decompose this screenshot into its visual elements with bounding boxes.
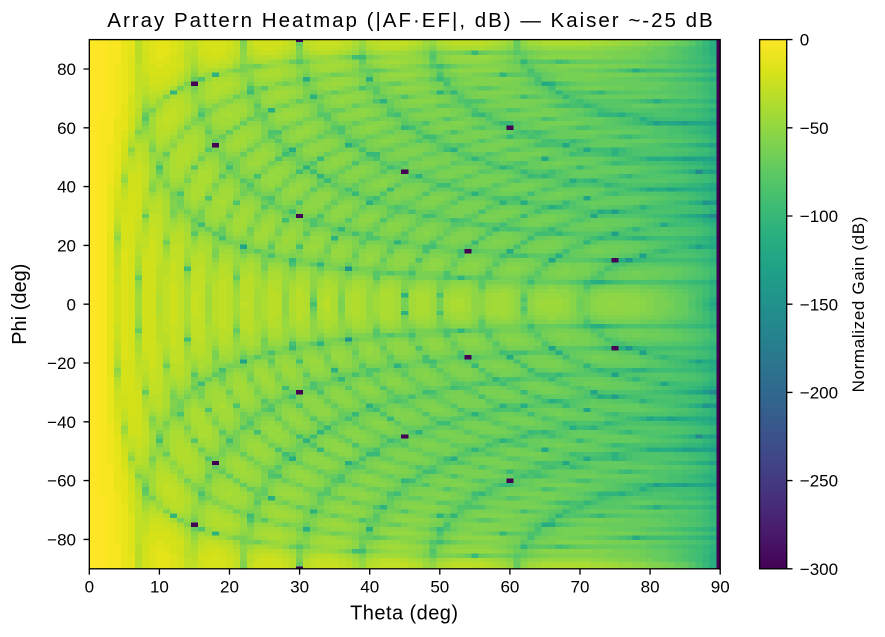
- svg-text:20: 20: [57, 237, 76, 256]
- svg-text:80: 80: [641, 578, 660, 597]
- svg-text:−150: −150: [800, 295, 838, 314]
- svg-text:−80: −80: [47, 531, 76, 550]
- svg-text:70: 70: [571, 578, 590, 597]
- svg-text:−300: −300: [800, 560, 838, 579]
- svg-text:60: 60: [500, 578, 519, 597]
- svg-text:Phi (deg): Phi (deg): [9, 264, 31, 345]
- svg-text:40: 40: [360, 578, 379, 597]
- svg-text:0: 0: [85, 578, 94, 597]
- svg-text:50: 50: [430, 578, 449, 597]
- svg-text:−40: −40: [47, 413, 76, 432]
- svg-text:0: 0: [800, 31, 809, 50]
- svg-text:Array Pattern Heatmap (|AF·EF|: Array Pattern Heatmap (|AF·EF|, dB) — Ka…: [107, 9, 714, 32]
- svg-text:Theta (deg): Theta (deg): [350, 602, 458, 624]
- svg-text:0: 0: [67, 295, 76, 314]
- svg-text:−250: −250: [800, 472, 838, 491]
- svg-text:Normalized Gain (dB): Normalized Gain (dB): [849, 216, 868, 392]
- svg-text:80: 80: [57, 60, 76, 79]
- svg-text:−20: −20: [47, 354, 76, 373]
- svg-text:−100: −100: [800, 207, 838, 226]
- svg-text:60: 60: [57, 119, 76, 138]
- svg-text:−50: −50: [800, 119, 829, 138]
- svg-text:40: 40: [57, 178, 76, 197]
- svg-text:−200: −200: [800, 384, 838, 403]
- svg-text:20: 20: [220, 578, 239, 597]
- svg-text:90: 90: [711, 578, 730, 597]
- svg-text:−60: −60: [47, 472, 76, 491]
- svg-text:10: 10: [150, 578, 169, 597]
- svg-text:30: 30: [290, 578, 309, 597]
